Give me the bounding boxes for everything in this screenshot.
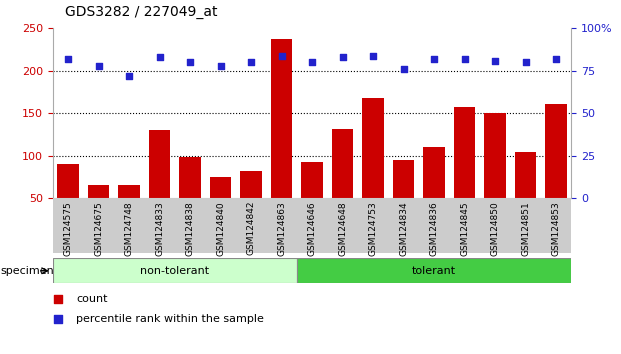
Text: GSM124834: GSM124834 — [399, 201, 408, 256]
Bar — [206, 198, 236, 253]
Point — [53, 316, 63, 321]
Point — [276, 53, 286, 58]
Text: GSM124842: GSM124842 — [247, 201, 256, 256]
Bar — [358, 198, 388, 253]
Text: non-tolerant: non-tolerant — [140, 266, 209, 276]
Text: GSM124840: GSM124840 — [216, 201, 225, 256]
Point — [429, 56, 439, 62]
Bar — [144, 198, 175, 253]
Text: GSM124853: GSM124853 — [551, 201, 561, 256]
Text: GSM124845: GSM124845 — [460, 201, 469, 256]
Point — [399, 66, 409, 72]
Bar — [454, 107, 475, 241]
Point — [215, 63, 225, 69]
Point — [368, 53, 378, 58]
Bar — [83, 198, 114, 253]
Point — [520, 59, 530, 65]
Point — [460, 56, 469, 62]
Point — [94, 63, 104, 69]
Bar — [271, 39, 292, 241]
Bar — [53, 198, 83, 253]
Bar — [424, 147, 445, 241]
Text: GSM124850: GSM124850 — [491, 201, 499, 256]
Bar — [179, 158, 201, 241]
Bar — [545, 104, 567, 241]
Text: GSM124836: GSM124836 — [430, 201, 438, 256]
Bar — [88, 185, 109, 241]
Point — [124, 73, 134, 79]
Bar — [541, 198, 571, 253]
Point — [551, 56, 561, 62]
Bar — [327, 198, 358, 253]
Point — [490, 58, 500, 63]
Text: GSM124863: GSM124863 — [277, 201, 286, 256]
Bar — [484, 113, 505, 241]
Bar — [297, 198, 327, 253]
Bar — [480, 198, 510, 253]
Bar — [236, 198, 266, 253]
Text: GDS3282 / 227049_at: GDS3282 / 227049_at — [65, 5, 218, 19]
Bar — [388, 198, 419, 253]
Bar — [450, 198, 480, 253]
Text: GSM124748: GSM124748 — [125, 201, 134, 256]
Bar — [510, 198, 541, 253]
Text: GSM124851: GSM124851 — [521, 201, 530, 256]
Point — [307, 59, 317, 65]
Bar — [419, 198, 450, 253]
Bar — [266, 198, 297, 253]
Point — [155, 55, 165, 60]
Bar — [119, 185, 140, 241]
Text: GSM124646: GSM124646 — [307, 201, 317, 256]
Bar — [53, 258, 297, 283]
Bar — [393, 160, 414, 241]
Text: GSM124753: GSM124753 — [368, 201, 378, 256]
Bar — [57, 164, 79, 241]
Point — [53, 296, 63, 302]
Point — [338, 55, 348, 60]
Point — [63, 56, 73, 62]
Bar — [240, 171, 261, 241]
Text: GSM124575: GSM124575 — [63, 201, 73, 256]
Point — [246, 59, 256, 65]
Bar — [301, 162, 323, 241]
Bar — [515, 152, 537, 241]
Point — [185, 59, 195, 65]
Text: GSM124648: GSM124648 — [338, 201, 347, 256]
Bar — [114, 198, 144, 253]
Text: count: count — [76, 293, 107, 304]
Bar — [175, 198, 206, 253]
Bar — [363, 98, 384, 241]
Text: GSM124833: GSM124833 — [155, 201, 164, 256]
Text: GSM124838: GSM124838 — [186, 201, 194, 256]
Text: tolerant: tolerant — [412, 266, 456, 276]
Bar — [332, 129, 353, 241]
Text: specimen: specimen — [1, 266, 55, 276]
Text: GSM124675: GSM124675 — [94, 201, 103, 256]
Text: percentile rank within the sample: percentile rank within the sample — [76, 314, 264, 324]
Bar — [210, 177, 231, 241]
Bar — [149, 130, 170, 241]
Bar — [297, 258, 571, 283]
